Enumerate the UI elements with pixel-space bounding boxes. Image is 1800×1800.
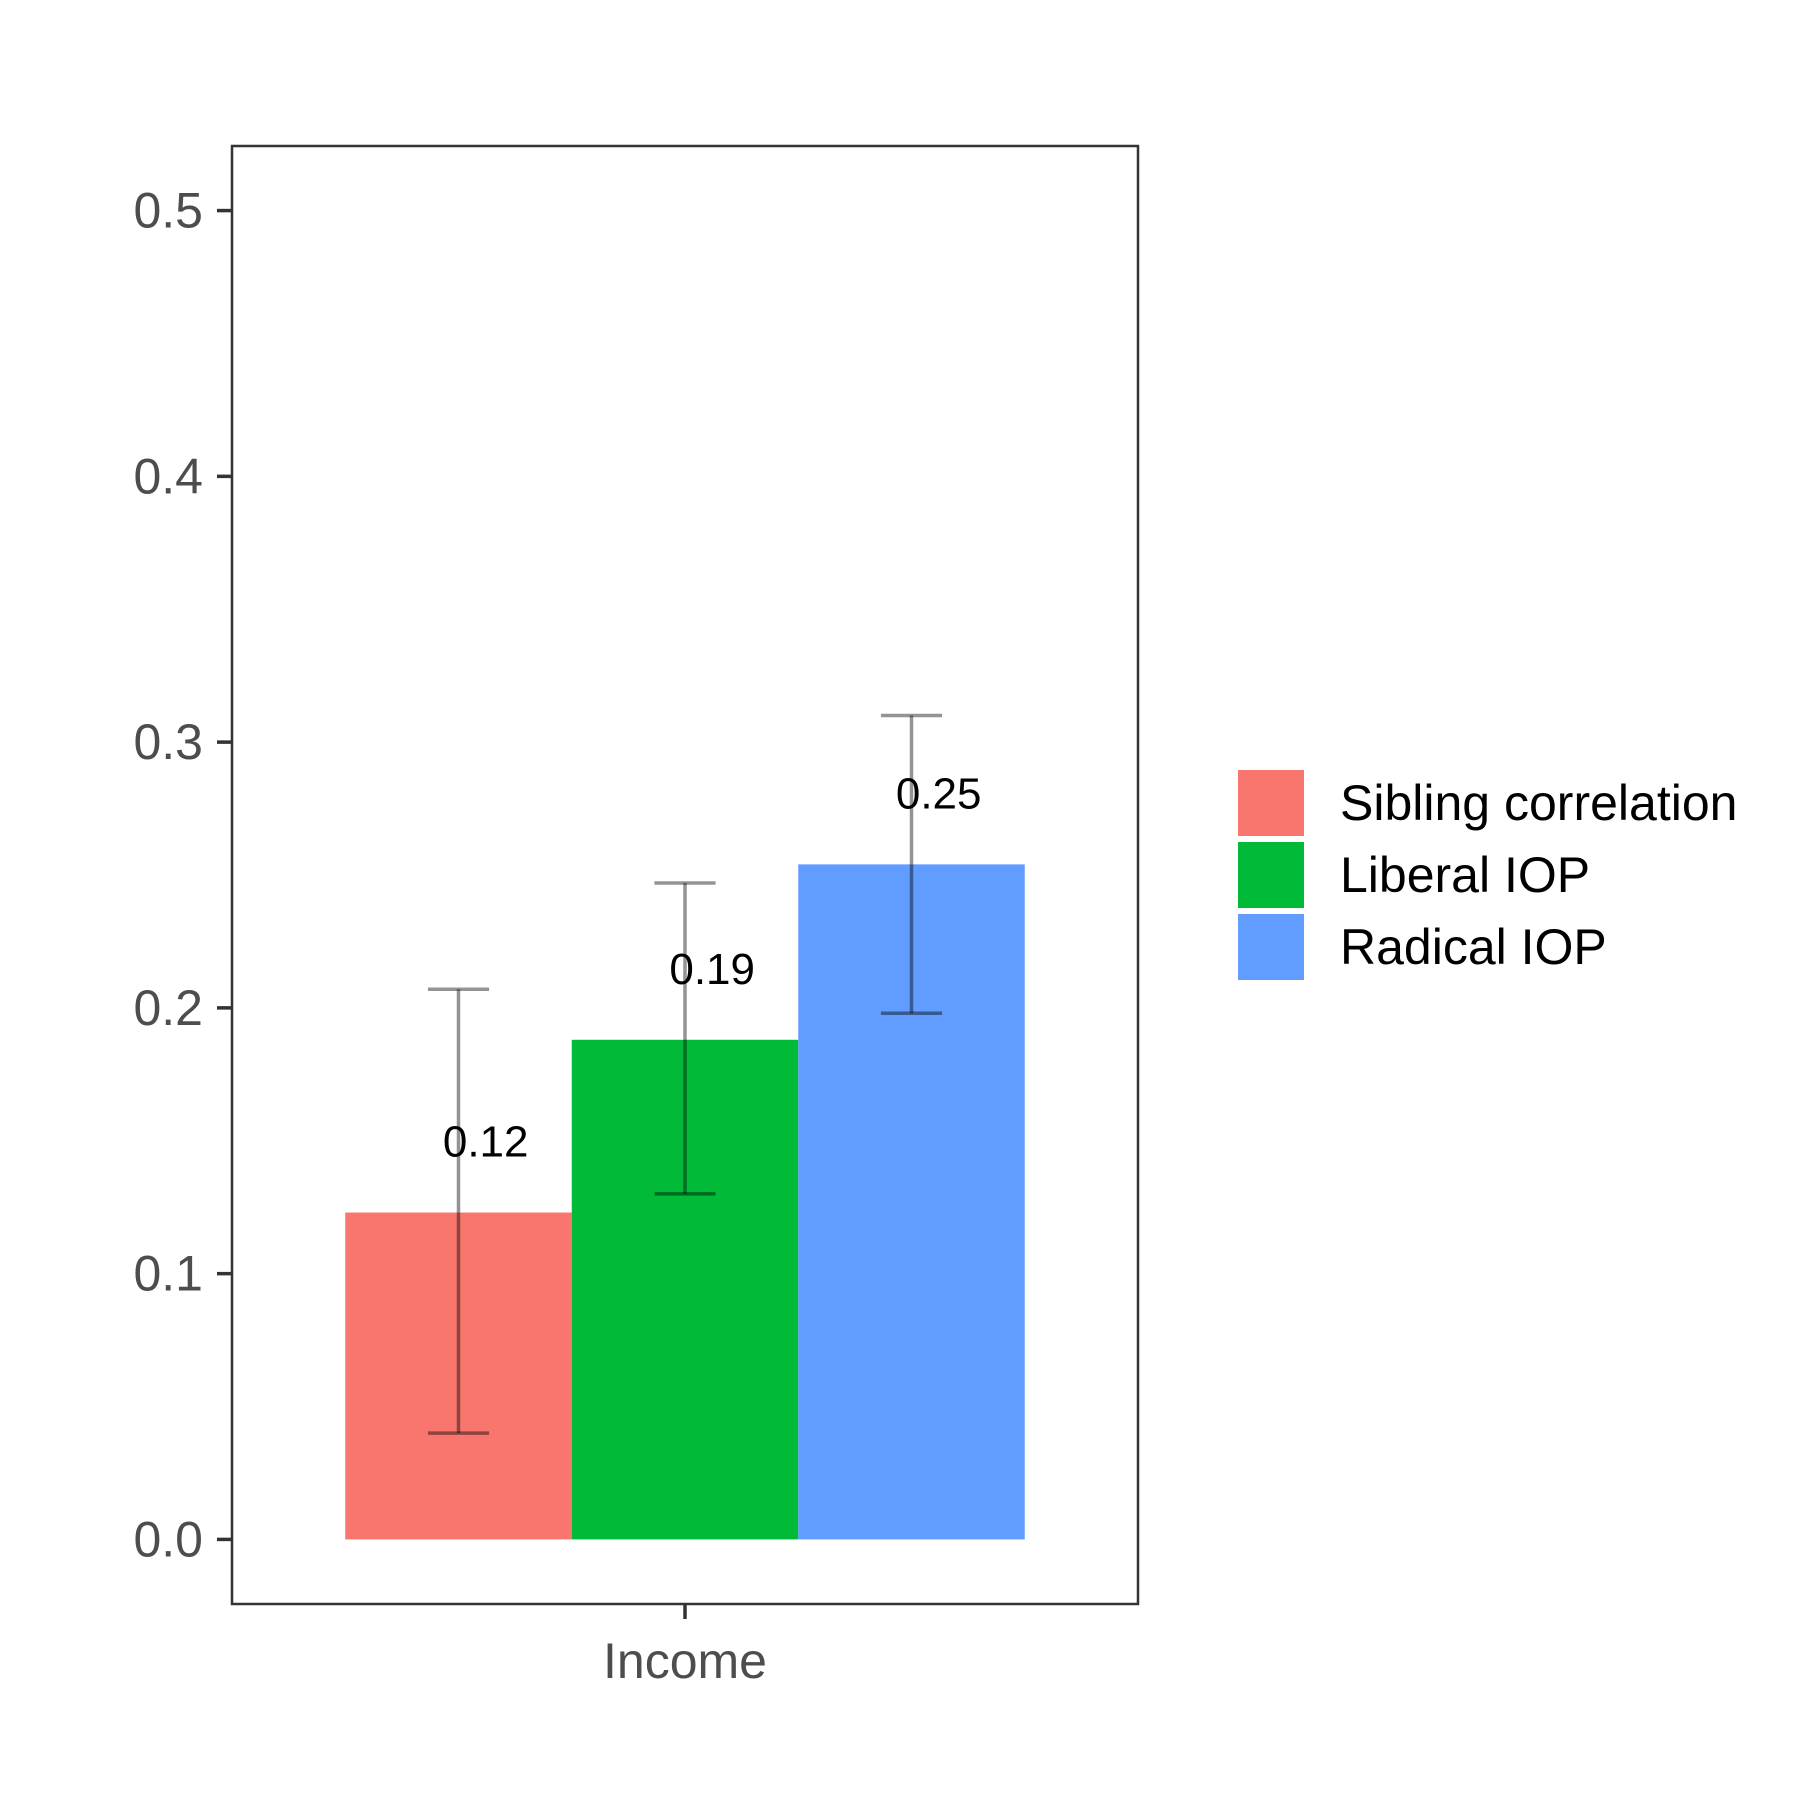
data-label-sibling-correlation: 0.12 [443,1118,529,1167]
bars-layer [345,864,1025,1540]
error-bar-sibling-correlation [427,987,490,1435]
y-tick-label: 0.5 [133,183,203,239]
data-label-liberal-iop: 0.19 [669,945,755,994]
bar-liberal-iop [571,1039,799,1540]
data-labels-layer: 0.12 0.19 0.25 [443,769,982,1166]
legend-key-sibling-correlation [1238,770,1304,836]
error-bar-radical-iop [880,713,943,1015]
legend-key-radical-iop [1238,914,1304,980]
legend-label-sibling-correlation: Sibling correlation [1340,775,1737,831]
legend-key-liberal-iop [1238,842,1304,908]
data-label-radical-iop: 0.25 [896,769,982,818]
x-tick-label: Income [603,1633,767,1689]
y-tick-label: 0.0 [133,1511,203,1567]
bar-sibling-correlation [345,1212,572,1540]
y-tick-label: 0.1 [133,1246,203,1302]
y-tick-label: 0.4 [133,448,203,504]
x-axis: Income [603,1604,767,1689]
legend: Sibling correlation Liberal IOP Radical IO… [1238,770,1737,980]
y-axis: 0.0 0.1 0.2 0.3 0.4 0.5 [133,183,232,1567]
error-bar-liberal-iop [654,881,716,1196]
y-tick-label: 0.2 [133,980,203,1036]
bar-radical-iop [798,864,1025,1540]
legend-label-radical-iop: Radical IOP [1340,919,1607,975]
errorbars-layer [427,713,943,1435]
y-tick-label: 0.3 [133,714,203,770]
legend-label-liberal-iop: Liberal IOP [1340,847,1590,903]
